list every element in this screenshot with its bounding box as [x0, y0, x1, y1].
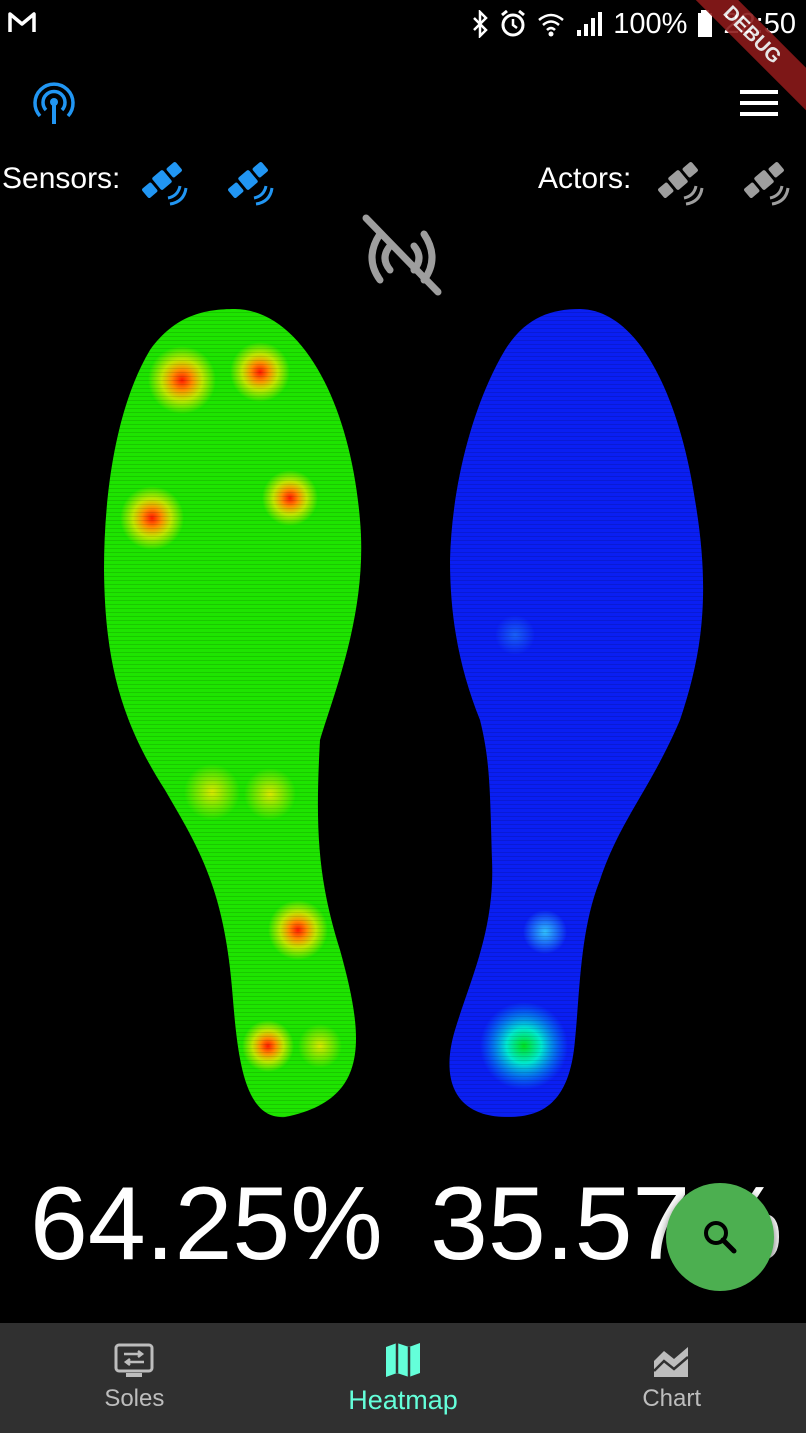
- nav-item-chart[interactable]: Chart: [537, 1323, 806, 1433]
- right-sole: [449, 309, 704, 1118]
- nav-item-heatmap[interactable]: Heatmap: [269, 1323, 538, 1433]
- battery-icon: [698, 10, 713, 37]
- alarm-icon: [501, 10, 526, 37]
- cell-signal-icon: [577, 12, 603, 36]
- left-percentage: 64.25%: [30, 1166, 383, 1282]
- map-icon: [386, 1342, 420, 1377]
- actors-label: Actors:: [538, 162, 632, 195]
- wifi-icon: [538, 13, 565, 37]
- gmail-icon: [8, 12, 36, 32]
- status-bar: 100% 22:50 DEBUG: [0, 0, 806, 117]
- nav-label-heatmap: Heatmap: [348, 1384, 458, 1415]
- menu-icon[interactable]: [740, 90, 778, 116]
- search-button[interactable]: [666, 1183, 774, 1291]
- left-sole: [104, 309, 362, 1118]
- bluetooth-icon: [473, 10, 489, 38]
- bluetooth-scan-icon[interactable]: [32, 82, 76, 126]
- heatmap: [104, 309, 704, 1118]
- soles-icon: [114, 1343, 154, 1377]
- actor-satellite-icon[interactable]: [652, 154, 704, 206]
- nav-label-chart: Chart: [642, 1385, 702, 1412]
- nav-label-soles: Soles: [104, 1385, 165, 1412]
- no-signal-icon: [362, 214, 442, 296]
- actor-satellite-icon[interactable]: [738, 154, 790, 206]
- nav-item-soles[interactable]: Soles: [0, 1323, 269, 1433]
- chart-icon: [652, 1347, 689, 1377]
- battery-percent: 100%: [613, 7, 688, 40]
- sensors-label: Sensors:: [2, 162, 121, 195]
- bottom-navigation: Soles Heatmap Chart: [0, 1323, 806, 1433]
- search-icon: [704, 1221, 737, 1254]
- sensor-satellite-icon[interactable]: [222, 154, 274, 206]
- sensor-satellite-icon[interactable]: [136, 154, 188, 206]
